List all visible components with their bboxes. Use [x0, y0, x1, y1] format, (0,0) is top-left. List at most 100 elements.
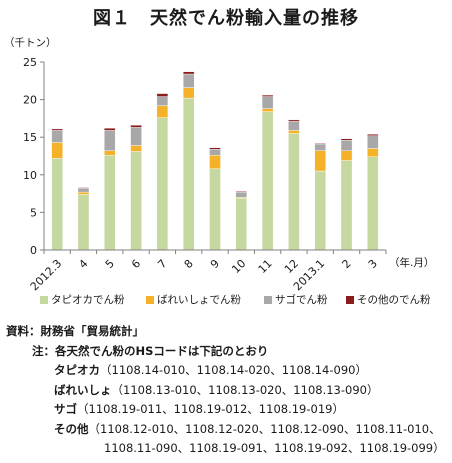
note-line: 注：各天然でん粉のHSコードは下記のとおり — [6, 342, 452, 362]
bar-segment — [367, 156, 379, 251]
x-tick-label: 2 — [340, 257, 354, 271]
bar-segment — [288, 130, 300, 134]
y-axis-ticks: 0 5 10 15 20 25 — [23, 56, 45, 257]
legend-label-other: その他のでん粉 — [357, 294, 431, 306]
bar-segment — [209, 168, 221, 251]
bar-segment — [77, 194, 90, 251]
bar-segment — [182, 71, 195, 75]
bar-segment — [261, 111, 274, 251]
y-tick-label: 15 — [23, 131, 37, 144]
bar-segment — [314, 150, 326, 172]
legend-swatch-other — [346, 295, 354, 304]
sago-code-line: サゴ（1108.19-011、1108.19-012、1108.19-019） — [6, 400, 452, 420]
bar-segment — [77, 187, 90, 189]
tapioca-code-line: タピオカ（1108.14-010、1108.14-020、1108.14-090… — [6, 361, 452, 381]
x-tick-label: 10 — [229, 257, 248, 276]
bar-segment — [130, 124, 142, 128]
bar-segment — [261, 108, 274, 112]
notes: 資料：財務省「貿易統計」 注：各天然でん粉のHSコードは下記のとおり タピオカ（… — [6, 322, 452, 459]
sago-codes: （1108.19-011、1108.19-012、1108.19-019） — [77, 402, 344, 416]
x-tick-label: 5 — [103, 257, 117, 271]
bar-segment — [209, 149, 221, 156]
bar-segment — [156, 93, 169, 97]
bar-segment — [235, 197, 248, 251]
other-code-label: その他 — [54, 421, 89, 436]
bar-segment — [104, 155, 116, 251]
bars — [51, 71, 379, 251]
y-tick-label: 0 — [30, 244, 37, 257]
potato-codes: （1108.13-010、1108.13-020、1108.13-090） — [111, 382, 379, 397]
bar-segment — [261, 94, 274, 97]
bar-segment — [340, 160, 353, 251]
legend-item-tapioca: タピオカでん粉 — [40, 292, 125, 307]
bar-segment — [367, 133, 379, 136]
bar-segment — [209, 155, 221, 169]
source-prefix: 資料： — [6, 324, 41, 338]
bar-segment — [314, 143, 326, 145]
x-axis-unit-label: （年.月） — [389, 256, 434, 269]
bar-segment — [340, 138, 353, 141]
legend-item-sago: サゴでん粉 — [264, 292, 328, 307]
bar-segment — [51, 130, 63, 143]
x-tick-label: 12 — [282, 257, 301, 276]
bar-segment — [51, 142, 63, 159]
bar-segment — [235, 191, 248, 193]
bar-segment — [77, 188, 90, 193]
figure-title: 図１ 天然でん粉輸入量の推移 — [93, 8, 359, 29]
x-tick-label: 3 — [366, 257, 380, 271]
bar-segment — [288, 133, 300, 251]
y-tick-label: 25 — [23, 56, 37, 69]
bar-segment — [182, 73, 195, 88]
bar-segment — [288, 119, 300, 122]
bar-segment — [51, 128, 63, 131]
source-line: 資料：財務省「貿易統計」 — [6, 322, 452, 342]
bar-segment — [209, 147, 221, 150]
bar-segment — [130, 127, 142, 146]
bar-segment — [156, 105, 169, 118]
x-tick-label: 11 — [256, 257, 275, 276]
other-code-line-2: 1108.11-090、1108.19-091、1108.19-092、1108… — [6, 439, 452, 459]
bar-segment — [261, 96, 274, 109]
note-text: 各天然でん粉のHSコードは下記のとおり — [55, 343, 269, 358]
bar-segment — [130, 145, 142, 152]
legend-swatch-potato — [146, 295, 154, 304]
bar-segment — [77, 191, 90, 195]
x-tick-label: 2012.3 — [28, 257, 64, 292]
x-tick-label: 4 — [76, 257, 90, 271]
legend-swatch-sago — [264, 295, 272, 304]
y-axis-unit-label: （千トン） — [4, 37, 57, 49]
bar-segment — [235, 191, 248, 198]
legend-swatch-tapioca — [40, 295, 48, 304]
bar-segment — [314, 170, 326, 251]
other-codes-2: 1108.11-090、1108.19-091、1108.19-092、1108… — [104, 441, 445, 455]
other-code-line: その他（1108.12-010、1108.12-020、1108.12-090、… — [6, 420, 452, 440]
bar-segment — [156, 96, 169, 106]
legend-label-tapioca: タピオカでん粉 — [51, 294, 125, 306]
bar-segment — [182, 87, 195, 99]
x-tick-label: 8 — [182, 257, 196, 271]
bar-segment — [182, 97, 195, 251]
bar-segment — [288, 121, 300, 131]
legend-label-sago: サゴでん粉 — [275, 294, 328, 306]
potato-code-label: ばれいしょ — [54, 382, 112, 397]
bar-segment — [104, 150, 116, 156]
bar-segment — [51, 158, 63, 251]
bar-segment — [104, 130, 116, 151]
x-tick-label: 9 — [208, 257, 222, 271]
bar-segment — [156, 117, 169, 251]
y-tick-label: 10 — [23, 169, 37, 182]
tapioca-codes: （1108.14-010、1108.14-020、1108.14-090） — [100, 363, 367, 377]
bar-segment — [340, 150, 353, 161]
x-tick-label: 7 — [155, 257, 169, 271]
bar-segment — [130, 151, 142, 251]
other-codes-1: （1108.12-010、1108.12-020、1108.12-090、110… — [88, 421, 441, 436]
legend: タピオカでん粉 ばれいしょでん粉 サゴでん粉 その他のでん粉 — [40, 292, 450, 308]
legend-item-potato: ばれいしょでん粉 — [146, 292, 241, 307]
bar-segment — [104, 127, 116, 131]
source-text: 財務省「貿易統計」 — [40, 324, 145, 338]
potato-code-line: ばれいしょ（1108.13-010、1108.13-020、1108.13-09… — [6, 381, 452, 401]
bar-segment — [314, 143, 326, 151]
y-tick-label: 5 — [30, 206, 37, 219]
